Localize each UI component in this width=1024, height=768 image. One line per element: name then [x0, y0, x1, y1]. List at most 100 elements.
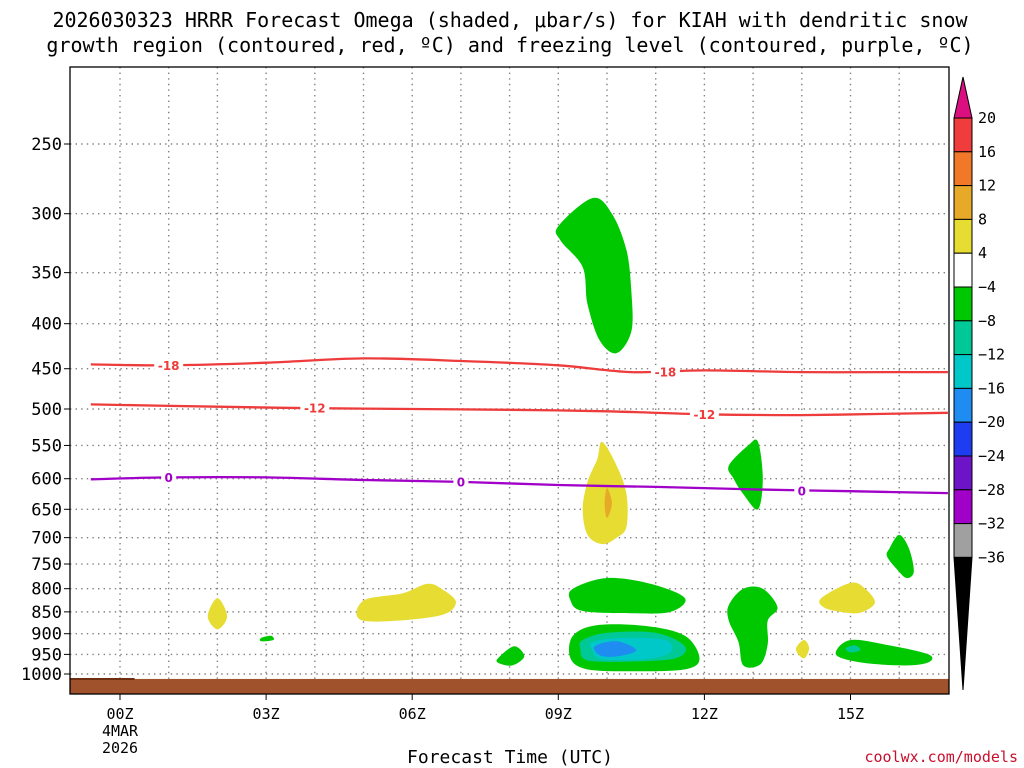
colorbar-swatch — [953, 523, 973, 558]
x-tick-label: 09Z — [545, 705, 572, 723]
y-tick-label: 900 — [31, 625, 62, 645]
x-axis-label: Forecast Time (UTC) — [407, 747, 613, 768]
y-tick-label: 650 — [31, 500, 62, 520]
colorbar-label: 16 — [978, 143, 996, 161]
omega-region — [886, 534, 914, 579]
contour-label: -18 — [158, 359, 180, 373]
y-tick-label: 250 — [31, 135, 62, 155]
colorbar-label: −8 — [978, 312, 996, 330]
chart-title-line-1: 2026030323 HRRR Forecast Omega (shaded, … — [52, 8, 968, 32]
omega-region — [727, 586, 778, 668]
contour-label: 0 — [165, 471, 173, 485]
colorbar-min-triangle — [953, 556, 973, 691]
colorbar-swatch — [953, 320, 973, 356]
contour-label-bg — [300, 401, 330, 416]
colorbar-swatch — [953, 252, 973, 288]
colorbar-swatch — [953, 151, 973, 187]
colorbar-swatch — [953, 455, 973, 491]
contour-label-bg — [689, 407, 719, 422]
chart-title-line-2: growth region (contoured, red, ºC) and f… — [46, 33, 973, 57]
omega-region — [593, 641, 637, 657]
omega-shading — [207, 197, 933, 672]
colorbar-label: −28 — [978, 481, 1005, 499]
x-tick-label: 03Z — [253, 705, 280, 723]
contour-label-bg — [154, 358, 184, 373]
omega-region — [835, 639, 933, 666]
contour-label: 0 — [798, 485, 806, 499]
colorbar-label: 20 — [978, 109, 996, 127]
y-tick-label: 300 — [31, 205, 62, 225]
colorbar-swatch — [953, 286, 973, 322]
y-tick-label: 800 — [31, 580, 62, 600]
contour-line — [90, 357, 948, 374]
omega-region — [207, 598, 228, 630]
omega-region — [819, 582, 875, 614]
colorbar-label: −12 — [978, 346, 1005, 364]
colorbar-swatch — [953, 421, 973, 457]
omega-region — [796, 639, 810, 659]
contour-label-bg — [453, 474, 469, 489]
temperature-contours: -18 -18 -12 -12 0 0 0 — [90, 357, 948, 499]
colorbar-label: −4 — [978, 278, 996, 296]
credit-text: coolwx.com/models — [864, 748, 1018, 766]
colorbar-swatch — [953, 387, 973, 423]
plot-area: -18 -18 -12 -12 0 0 0 — [69, 66, 950, 695]
contour-label: -18 — [655, 366, 677, 380]
omega-region — [845, 645, 861, 653]
contour-label: 0 — [457, 475, 465, 489]
x-tick-year: 2026 — [102, 739, 138, 757]
omega-region — [728, 439, 763, 510]
plot-frame — [69, 66, 950, 695]
omega-region — [568, 577, 686, 614]
contour-label: -12 — [304, 402, 326, 416]
colorbar-swatch — [953, 218, 973, 254]
x-tick-label: 00Z — [106, 705, 133, 723]
y-tick-label: 350 — [31, 264, 62, 284]
colorbar-swatch — [953, 117, 973, 153]
contour-line — [90, 403, 948, 417]
y-tick-label: 950 — [31, 645, 62, 665]
colorbar-label: −32 — [978, 515, 1005, 533]
omega-region — [259, 635, 274, 642]
colorbar-swatch — [953, 489, 973, 525]
y-tick-label: 400 — [31, 315, 62, 335]
surface-layer — [70, 677, 949, 694]
contour-label-bg — [794, 484, 810, 499]
gridlines — [70, 67, 949, 694]
colorbar-label: −20 — [978, 413, 1005, 431]
y-tick-label: 850 — [31, 603, 62, 623]
colorbar-label: 4 — [978, 244, 987, 262]
y-tick-label: 1000 — [21, 665, 62, 685]
surface-ground — [70, 678, 949, 694]
colorbar: 20 16 12 8 4 −4 −8 −12 −16 −20 −24 −28 −32 −36 — [953, 76, 1005, 691]
y-tick-label: 600 — [31, 470, 62, 490]
colorbar-swatch — [953, 185, 973, 220]
y-tick-label: 500 — [31, 400, 62, 420]
y-axis-ticks: 2503003504004505005506006507007508008509… — [21, 135, 70, 685]
colorbar-label: 8 — [978, 210, 987, 228]
colorbar-label: −16 — [978, 379, 1005, 397]
contour-label: -12 — [694, 408, 716, 422]
omega-region — [604, 488, 612, 518]
y-tick-label: 750 — [31, 555, 62, 575]
plot-background — [70, 67, 949, 694]
contour-label-bg — [161, 470, 177, 485]
x-tick-label: 06Z — [399, 705, 426, 723]
omega-region — [356, 583, 457, 622]
colorbar-label: 12 — [978, 177, 996, 195]
y-tick-label: 550 — [31, 436, 62, 456]
x-tick-label: 15Z — [837, 705, 864, 723]
x-tick-label: 12Z — [691, 705, 718, 723]
omega-region — [555, 197, 633, 354]
colorbar-label: −24 — [978, 447, 1005, 465]
y-tick-label: 700 — [31, 529, 62, 549]
colorbar-label: −36 — [978, 548, 1005, 566]
x-tick-date: 4MAR — [102, 722, 139, 740]
omega-region — [582, 441, 628, 545]
omega-region — [496, 646, 525, 666]
y-tick-label: 450 — [31, 360, 62, 380]
contour-label-bg — [650, 365, 680, 380]
colorbar-max-triangle — [953, 76, 973, 119]
